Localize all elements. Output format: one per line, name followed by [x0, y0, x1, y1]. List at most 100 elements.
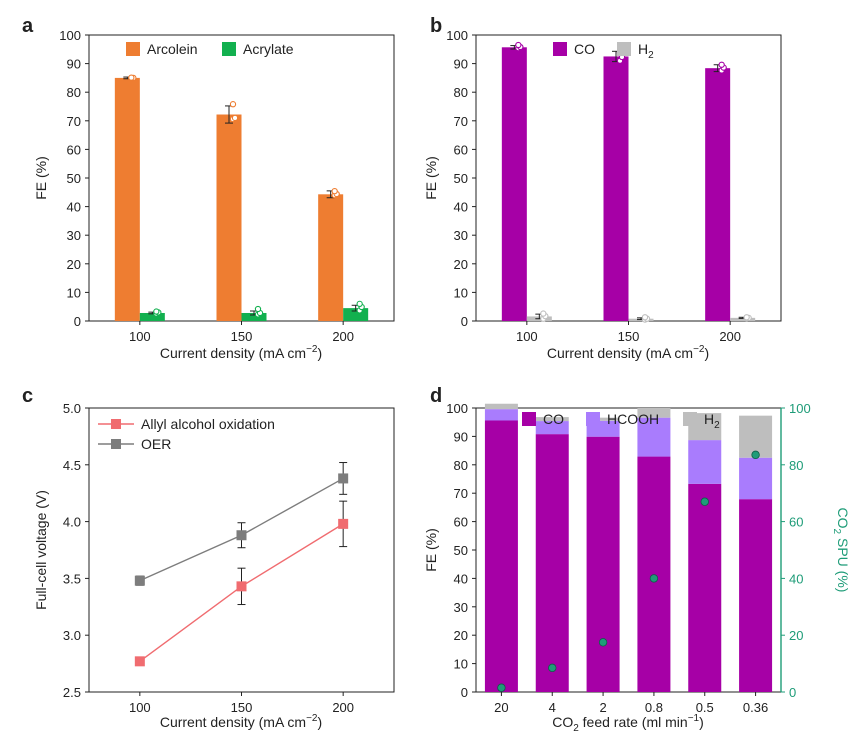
legend-label-oer: OER — [141, 436, 171, 452]
panel-c-marker-allyl-alcohol-oxidation-200 — [338, 518, 349, 529]
panel-d-ytick-label-0: 0 — [461, 685, 468, 700]
panel-a-150-xtick-label: 150 — [231, 329, 253, 344]
panel-d-bar-co-2 — [586, 436, 620, 692]
panel-b-bar-co-100-point-2 — [515, 41, 522, 49]
panel-a-bar-arcolein-150 — [216, 114, 242, 322]
panel-d-y-axis-label: FE (%) — [423, 528, 439, 572]
panel-a-ytick-label-20: 20 — [67, 257, 81, 272]
panel-b-ytick-label-100: 100 — [446, 28, 468, 43]
panel-d-spu-point-0.8 — [649, 574, 659, 583]
legend-marker-oer — [111, 439, 121, 449]
panel-c-200-xtick-label: 200 — [332, 700, 354, 715]
panel-c-marker-oer-150 — [236, 530, 247, 541]
panel-c-ytick-label-3.5: 3.5 — [63, 571, 81, 586]
panel-label-a: a — [22, 15, 34, 37]
panel-c-100-xtick-label: 100 — [129, 700, 151, 715]
panel-b-chart: 0 10 20 30 40 50 60 70 80 90 100 100 150 200 CO H2 FE… — [423, 28, 782, 361]
legend-swatch-arcolein — [126, 42, 140, 56]
legend-swatch-h2-d — [683, 412, 697, 426]
panel-b-ytick-label-80: 80 — [454, 85, 468, 100]
legend-label-h2-d: H2 — [704, 411, 720, 431]
panel-d-ytick-right-label-60: 60 — [789, 515, 803, 530]
panel-c-chart: 2.5 3.0 3.5 4.0 4.5 5.0 100 150 200 Allyl alcoho… — [33, 401, 395, 730]
legend-label-allyl-alcohol-oxidation: Allyl alcohol oxidation — [141, 416, 275, 432]
panel-d-frame — [475, 407, 782, 693]
panel-a-bar-acrylate-100-point-2 — [153, 308, 160, 315]
legend-swatch-hcooh — [586, 412, 600, 426]
panel-d-spu-point-0.36 — [751, 450, 760, 460]
panel-c-marker-oer-200 — [338, 473, 349, 484]
panel-a-bar-arcolein-200 — [318, 194, 344, 321]
legend-label-hcooh: HCOOH — [607, 411, 659, 427]
panel-label-d: d — [430, 385, 442, 407]
panel-b-bar-h-200-point-2 — [743, 314, 750, 321]
panel-b-bar-co-200-point-2 — [718, 61, 725, 68]
panel-d-bar-hcooh-4 — [535, 421, 569, 435]
panel-a-bar-arcolein-150-point-1 — [231, 114, 239, 122]
panel-label-b: b — [430, 15, 442, 37]
panel-a-bar-acrylate-150-point-2 — [254, 305, 262, 313]
panel-c-y-axis-label: Full-cell voltage (V) — [33, 490, 49, 610]
panel-a-ytick-label-10: 10 — [67, 285, 81, 300]
panel-a-bar-acrylate-200-point-2 — [356, 300, 363, 307]
panel-b-ytick-label-90: 90 — [454, 57, 468, 72]
panel-d-ytick-label-40: 40 — [454, 571, 468, 586]
panel-b-bar-co-200 — [705, 68, 731, 322]
panel-d-0.36-xtick-label: 0.36 — [743, 700, 768, 715]
panel-d-ytick-label-30: 30 — [454, 600, 468, 615]
panel-d-ytick-right-label-0: 0 — [789, 685, 796, 700]
panel-label-c: c — [22, 385, 33, 407]
legend-swatch-h2 — [617, 42, 631, 56]
panel-d-bar-h-2 — [586, 417, 620, 421]
panel-d-ytick-label-50: 50 — [454, 543, 468, 558]
panel-d-ytick-label-10: 10 — [454, 657, 468, 672]
panel-b-ytick-label-70: 70 — [454, 114, 468, 129]
legend-swatch-co-d — [522, 412, 536, 426]
legend-swatch-acrylate — [222, 42, 236, 56]
panel-b-ytick-label-10: 10 — [454, 285, 468, 300]
panel-d-ytick-label-90: 90 — [454, 429, 468, 444]
panel-d-bar-hcooh-0.8 — [637, 417, 671, 457]
legend-label-h2: H2 — [638, 41, 654, 61]
legend-label-arcolein: Arcolein — [147, 41, 198, 57]
panel-b-ytick-label-30: 30 — [454, 228, 468, 243]
panel-d-legend: CO HCOOH H2 — [522, 411, 720, 431]
panel-c-marker-allyl-alcohol-oxidation-100 — [134, 656, 145, 667]
panel-d-bar-h-4 — [535, 417, 569, 422]
panel-a-bar-acrylate-150 — [241, 312, 267, 321]
panel-d-ytick-right-label-40: 40 — [789, 571, 803, 586]
panel-b-ytick-label-20: 20 — [454, 257, 468, 272]
panel-d-ytick-right-label-100: 100 — [789, 401, 811, 416]
panel-b-bar-co-150 — [603, 56, 629, 321]
panel-d-0.8-xtick-label: 0.8 — [645, 700, 663, 715]
panel-d-bar-co-0.36 — [739, 499, 773, 692]
panel-a-ytick-label-80: 80 — [67, 85, 81, 100]
panel-b-ytick-label-60: 60 — [454, 142, 468, 157]
legend-swatch-co — [553, 42, 567, 56]
panel-a-bar-arcolein-200-point-2 — [331, 188, 338, 195]
panel-d-spu-point-4 — [548, 663, 557, 673]
panel-d-right-axis-label: CO2 SPU (%) — [831, 508, 851, 593]
panel-b-ytick-label-0: 0 — [461, 314, 468, 329]
panel-a-ytick-label-50: 50 — [67, 171, 81, 186]
panel-b-150-xtick-label: 150 — [618, 329, 640, 344]
panel-c-ytick-label-4.5: 4.5 — [63, 458, 81, 473]
panel-d-bar-hcooh-0.36 — [739, 457, 773, 500]
panel-d-chart: 0 10 20 30 40 50 60 70 80 90 100 0 20 40 60 80 100 20 4 2 0.… — [423, 401, 851, 734]
panel-a-ytick-label-90: 90 — [67, 57, 81, 72]
legend-label-co: CO — [574, 41, 595, 57]
panel-a-ytick-label-40: 40 — [67, 200, 81, 215]
panel-a-ytick-label-30: 30 — [67, 228, 81, 243]
panel-b-legend: CO H2 — [553, 41, 654, 61]
panel-b-bar-h-200 — [730, 317, 756, 321]
panel-b-y-axis-label: FE (%) — [423, 156, 439, 200]
panel-b-bar-h-100-point-2 — [540, 310, 547, 317]
panel-d-bar-co-4 — [535, 434, 569, 692]
panel-c-legend: Allyl alcohol oxidation OER — [98, 416, 275, 452]
panel-d-ytick-right-label-20: 20 — [789, 628, 803, 643]
panel-a-x-axis-label: Current density (mA cm−2) — [160, 344, 322, 361]
panel-b-x-axis-label: Current density (mA cm−2) — [547, 344, 709, 361]
panel-a-legend: Arcolein Acrylate — [126, 41, 294, 57]
panel-d-ytick-label-20: 20 — [454, 628, 468, 643]
